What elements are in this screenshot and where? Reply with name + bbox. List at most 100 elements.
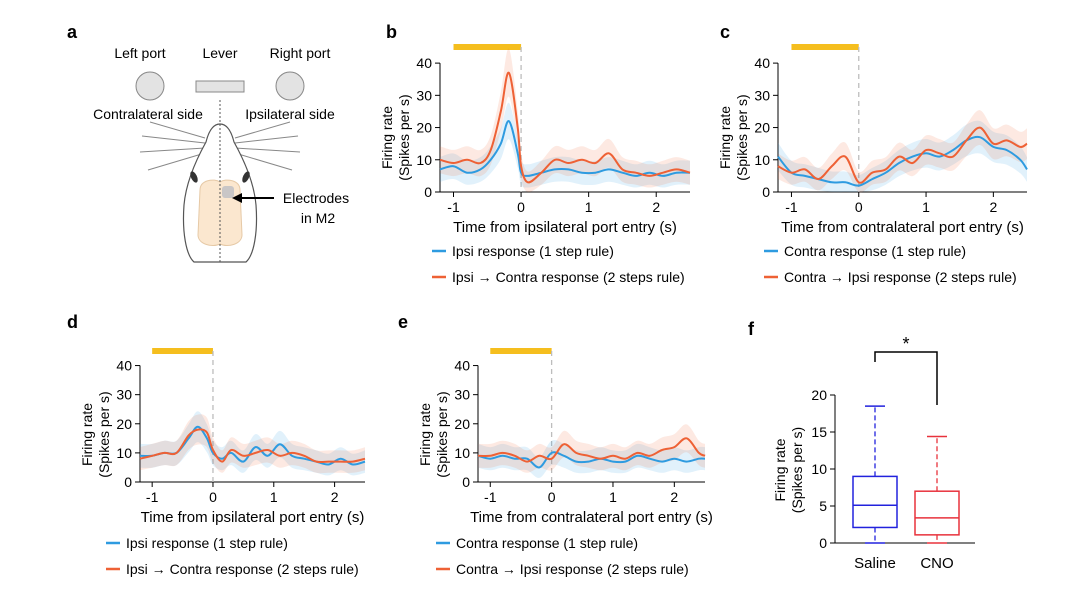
legend-label: Contra → Ipsi response (2 steps rule) (456, 561, 689, 577)
series-line (139, 428, 366, 464)
left-port-icon (135, 71, 165, 101)
series-line (477, 451, 706, 469)
y-tick-label: 0 (424, 184, 432, 200)
y-axis-label: Firing rate (772, 438, 788, 501)
y-tick-label: 20 (116, 416, 132, 432)
y-tick-label: 0 (462, 474, 470, 490)
y-tick-label: 10 (754, 152, 770, 168)
y-tick-label: 10 (454, 445, 470, 461)
y-tick-label: 20 (811, 387, 827, 403)
y-tick-label: 40 (454, 358, 470, 374)
x-axis-label: Time from contralateral port entry (s) (470, 509, 713, 526)
legend-label: Ipsi → Contra response (2 steps rule) (126, 561, 359, 577)
lever-icon (195, 80, 245, 93)
chart-c: 0 10 20 30 40 -1 0 1 2 Firing rate (Spikes per s) T… (717, 44, 1028, 285)
y-tick-label: 0 (819, 535, 827, 551)
arrow-head-icon (232, 193, 242, 203)
series-line (439, 71, 691, 184)
x-tick-label: 2 (331, 489, 339, 505)
legend-label: Contra → Ipsi response (2 steps rule) (784, 269, 1017, 285)
chart-d: 0 10 20 30 40 -1 0 1 2 Firing rate (Spikes per s) T… (79, 348, 366, 577)
y-tick-label: 15 (811, 424, 827, 440)
chart-b: 0 10 20 30 40 -1 0 1 2 Firing rate (Spikes per s) T… (379, 44, 691, 285)
y-tick-label: 10 (116, 445, 132, 461)
lever-label: Lever (202, 45, 237, 61)
y-axis-label: Firing rate (717, 106, 733, 169)
left-port-label: Left port (114, 45, 165, 61)
y-axis-label-units: (Spikes per s) (789, 427, 805, 513)
x-axis-label: Time from ipsilateral port entry (s) (141, 509, 365, 526)
y-tick-label: 10 (416, 152, 432, 168)
panel-label-b: b (386, 22, 397, 42)
series-error-band (478, 424, 705, 473)
y-axis-label-units: (Spikes per s) (96, 391, 112, 477)
legend-label: Ipsi → Contra response (2 steps rule) (452, 269, 685, 285)
series-error-band (478, 440, 705, 478)
chart-e: 0 10 20 30 40 -1 0 1 2 Firing rate (Spikes per s) T… (417, 348, 713, 577)
x-tick-label: 1 (270, 489, 278, 505)
significance-label: * (902, 334, 909, 354)
panel-label-a: a (67, 22, 78, 42)
y-tick-label: 30 (754, 87, 770, 103)
x-tick-label: 1 (922, 199, 930, 215)
x-tick-label: -1 (146, 489, 159, 505)
right-port-label: Right port (270, 45, 331, 61)
y-tick-label: 40 (416, 55, 432, 71)
x-tick-label: 2 (670, 489, 678, 505)
y-axis-label: Firing rate (417, 403, 433, 466)
x-tick-label: -1 (447, 199, 460, 215)
series-error-band (778, 110, 1027, 193)
series-error-band (440, 48, 690, 193)
y-tick-label: 30 (416, 87, 432, 103)
y-tick-label: 10 (811, 461, 827, 477)
y-tick-label: 20 (416, 120, 432, 136)
y-axis-label-units: (Spikes per s) (396, 94, 412, 180)
y-tick-label: 40 (754, 55, 770, 71)
contralateral-label: Contralateral side (93, 106, 203, 122)
y-tick-label: 20 (754, 120, 770, 136)
mouse-head-icon (139, 100, 301, 263)
box-iqr (852, 475, 898, 529)
legend-label: Contra response (1 step rule) (784, 243, 966, 259)
y-axis-label-units: (Spikes per s) (734, 94, 750, 180)
ipsilateral-label: Ipsilateral side (245, 106, 335, 122)
y-tick-label: 5 (819, 498, 827, 514)
electrodes-location-label: in M2 (301, 210, 335, 226)
legend-label: Contra response (1 step rule) (456, 535, 638, 551)
y-axis-label: Firing rate (79, 403, 95, 466)
x-tick-label: 0 (855, 199, 863, 215)
y-axis-label-units: (Spikes per s) (434, 391, 450, 477)
legend-label: Ipsi response (1 step rule) (126, 535, 288, 551)
x-tick-label: -1 (484, 489, 497, 505)
category-label: CNO (920, 555, 953, 572)
series-line (477, 437, 706, 463)
x-tick-label: 1 (609, 489, 617, 505)
x-axis-label: Time from ipsilateral port entry (s) (453, 219, 677, 236)
series-line (777, 126, 1028, 184)
panel-label-e: e (398, 312, 408, 332)
panel-label-f: f (748, 319, 755, 339)
panel-label-c: c (720, 22, 730, 42)
panel-label-d: d (67, 312, 78, 332)
diagram-panel-a: Left port Lever Right port Contralateral… (93, 45, 349, 263)
x-tick-label: 2 (652, 199, 660, 215)
right-port-icon (275, 71, 305, 101)
x-axis-label: Time from contralateral port entry (s) (781, 219, 1024, 236)
x-tick-label: 2 (989, 199, 997, 215)
x-tick-label: 0 (517, 199, 525, 215)
y-tick-label: 30 (454, 387, 470, 403)
y-axis-label: Firing rate (379, 106, 395, 169)
x-tick-label: -1 (785, 199, 798, 215)
significance-bracket (874, 351, 938, 405)
box-iqr (914, 490, 960, 536)
y-tick-label: 40 (116, 358, 132, 374)
electrodes-label: Electrodes (283, 190, 349, 206)
y-tick-label: 0 (762, 184, 770, 200)
x-tick-label: 1 (585, 199, 593, 215)
legend-label: Ipsi response (1 step rule) (452, 243, 614, 259)
x-tick-label: 0 (548, 489, 556, 505)
y-tick-label: 0 (124, 474, 132, 490)
x-tick-label: 0 (209, 489, 217, 505)
series-error-band (440, 102, 690, 188)
